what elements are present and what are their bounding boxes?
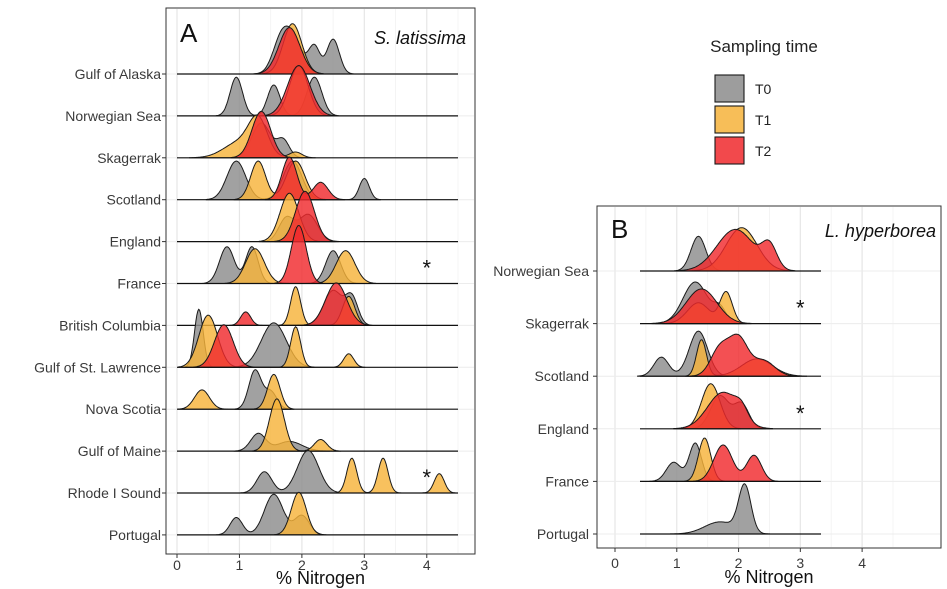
x-tick-label: 4 — [423, 557, 431, 573]
x-tick-label: 3 — [796, 555, 804, 571]
legend-key-t2 — [714, 136, 745, 165]
x-tick-label: 4 — [858, 555, 866, 571]
x-tick-label: 2 — [735, 555, 743, 571]
legend: Sampling time T0 T1 T2 — [710, 37, 818, 165]
ridge-t1-portugal — [274, 491, 324, 536]
panel-a-species: S. latissima — [374, 28, 466, 48]
ridge-t2-norwegian-sea — [262, 65, 336, 117]
legend-label-t2: T2 — [755, 143, 772, 159]
x-tick-label: 1 — [673, 555, 681, 571]
row-label-france: France — [545, 473, 589, 489]
ridge-row-portugal — [640, 483, 821, 535]
ridge-t0-portugal — [670, 483, 770, 535]
ridge-row-norwegian-sea — [640, 227, 821, 272]
panel-b-frame — [596, 205, 942, 549]
ridge-t2-norwegian-sea — [675, 228, 796, 272]
ridge-row-gulf-of-alaska — [177, 23, 458, 75]
panel-a-frame — [165, 7, 476, 555]
panel-b-species: L. hyperborea — [825, 221, 936, 241]
row-label-skagerrak: Skagerrak — [97, 150, 162, 166]
ridge-t2-skagerrak — [230, 110, 292, 159]
ridge-t0-rhode-i-sound — [239, 450, 343, 494]
row-label-france: France — [117, 276, 161, 292]
legend-key-t1 — [714, 105, 745, 134]
ridge-t2-skagerrak — [651, 288, 752, 325]
ridge-row-gulf-of-st-lawrence — [177, 308, 458, 368]
ridge-row-gulf-of-maine — [177, 398, 458, 452]
ridge-row-scotland — [177, 156, 458, 201]
ridge-t2-scotland — [689, 333, 800, 377]
ridge-t2-gulf-of-alaska — [254, 27, 324, 75]
legend-key-t0 — [714, 74, 745, 103]
ridge-row-british-columbia — [177, 282, 458, 326]
row-label-england: England — [538, 421, 589, 437]
ridge-t2-france — [693, 444, 779, 482]
row-label-portugal: Portugal — [109, 527, 161, 543]
row-label-england: England — [110, 234, 161, 250]
ridge-row-skagerrak — [640, 281, 821, 325]
ridge-t2-england — [673, 391, 773, 430]
ridge-t2-france — [274, 224, 324, 284]
ridge-t2-england — [274, 190, 336, 243]
row-label-scotland: Scotland — [107, 192, 161, 208]
legend-title: Sampling time — [710, 37, 818, 56]
row-label-scotland: Scotland — [535, 368, 589, 384]
ridge-row-nova-scotia — [177, 369, 458, 410]
row-label-gulf-of-alaska: Gulf of Alaska — [75, 66, 162, 82]
x-tick-label: 1 — [236, 557, 244, 573]
ridge-row-france — [640, 437, 821, 482]
row-label-gulf-of-st-lawrence: Gulf of St. Lawrence — [34, 359, 161, 375]
row-label-gulf-of-maine: Gulf of Maine — [78, 443, 161, 459]
ridge-row-portugal — [177, 491, 458, 536]
x-tick-label: 2 — [298, 557, 306, 573]
legend-label-t1: T1 — [755, 112, 772, 128]
x-tick-label: 3 — [360, 557, 368, 573]
row-label-british-columbia: British Columbia — [59, 317, 161, 333]
panel-a-label: A — [180, 18, 198, 48]
ridge-t1-rhode-i-sound — [335, 457, 456, 494]
significance-marker: * — [422, 256, 431, 281]
ridge-row-skagerrak — [177, 110, 458, 159]
panel-b-x-axis-title: % Nitrogen — [724, 567, 813, 587]
row-label-norwegian-sea: Norwegian Sea — [65, 108, 161, 124]
legend-label-t0: T0 — [755, 81, 772, 97]
significance-marker: * — [796, 401, 805, 426]
panel-a: Gulf of Alaska Norwegian Sea Skagerrak Scot… — [34, 7, 476, 588]
significance-marker: * — [796, 296, 805, 321]
ridge-row-england — [640, 383, 821, 430]
row-label-norwegian-sea: Norwegian Sea — [493, 263, 589, 279]
x-tick-label: 0 — [611, 555, 619, 571]
row-label-skagerrak: Skagerrak — [525, 316, 590, 332]
row-label-portugal: Portugal — [537, 526, 589, 542]
ridge-row-france — [177, 224, 458, 285]
ridge-t2-gulf-of-st-lawrence — [193, 324, 255, 368]
panel-a-x-axis-title: % Nitrogen — [276, 568, 365, 588]
ridge-row-norwegian-sea — [177, 65, 458, 117]
panel-b: Norwegian Sea Skagerrak Scotland England Fra… — [493, 205, 942, 587]
ridge-t1-gulf-of-maine — [252, 398, 342, 452]
significance-marker: * — [422, 465, 431, 490]
row-label-nova-scotia: Nova Scotia — [86, 401, 162, 417]
panel-b-label: B — [611, 214, 628, 244]
ridge-row-scotland — [637, 330, 821, 377]
x-tick-label: 0 — [173, 557, 181, 573]
row-label-rhode-i-sound: Rhode I Sound — [68, 485, 161, 501]
ridge-row-rhode-i-sound — [177, 450, 458, 494]
